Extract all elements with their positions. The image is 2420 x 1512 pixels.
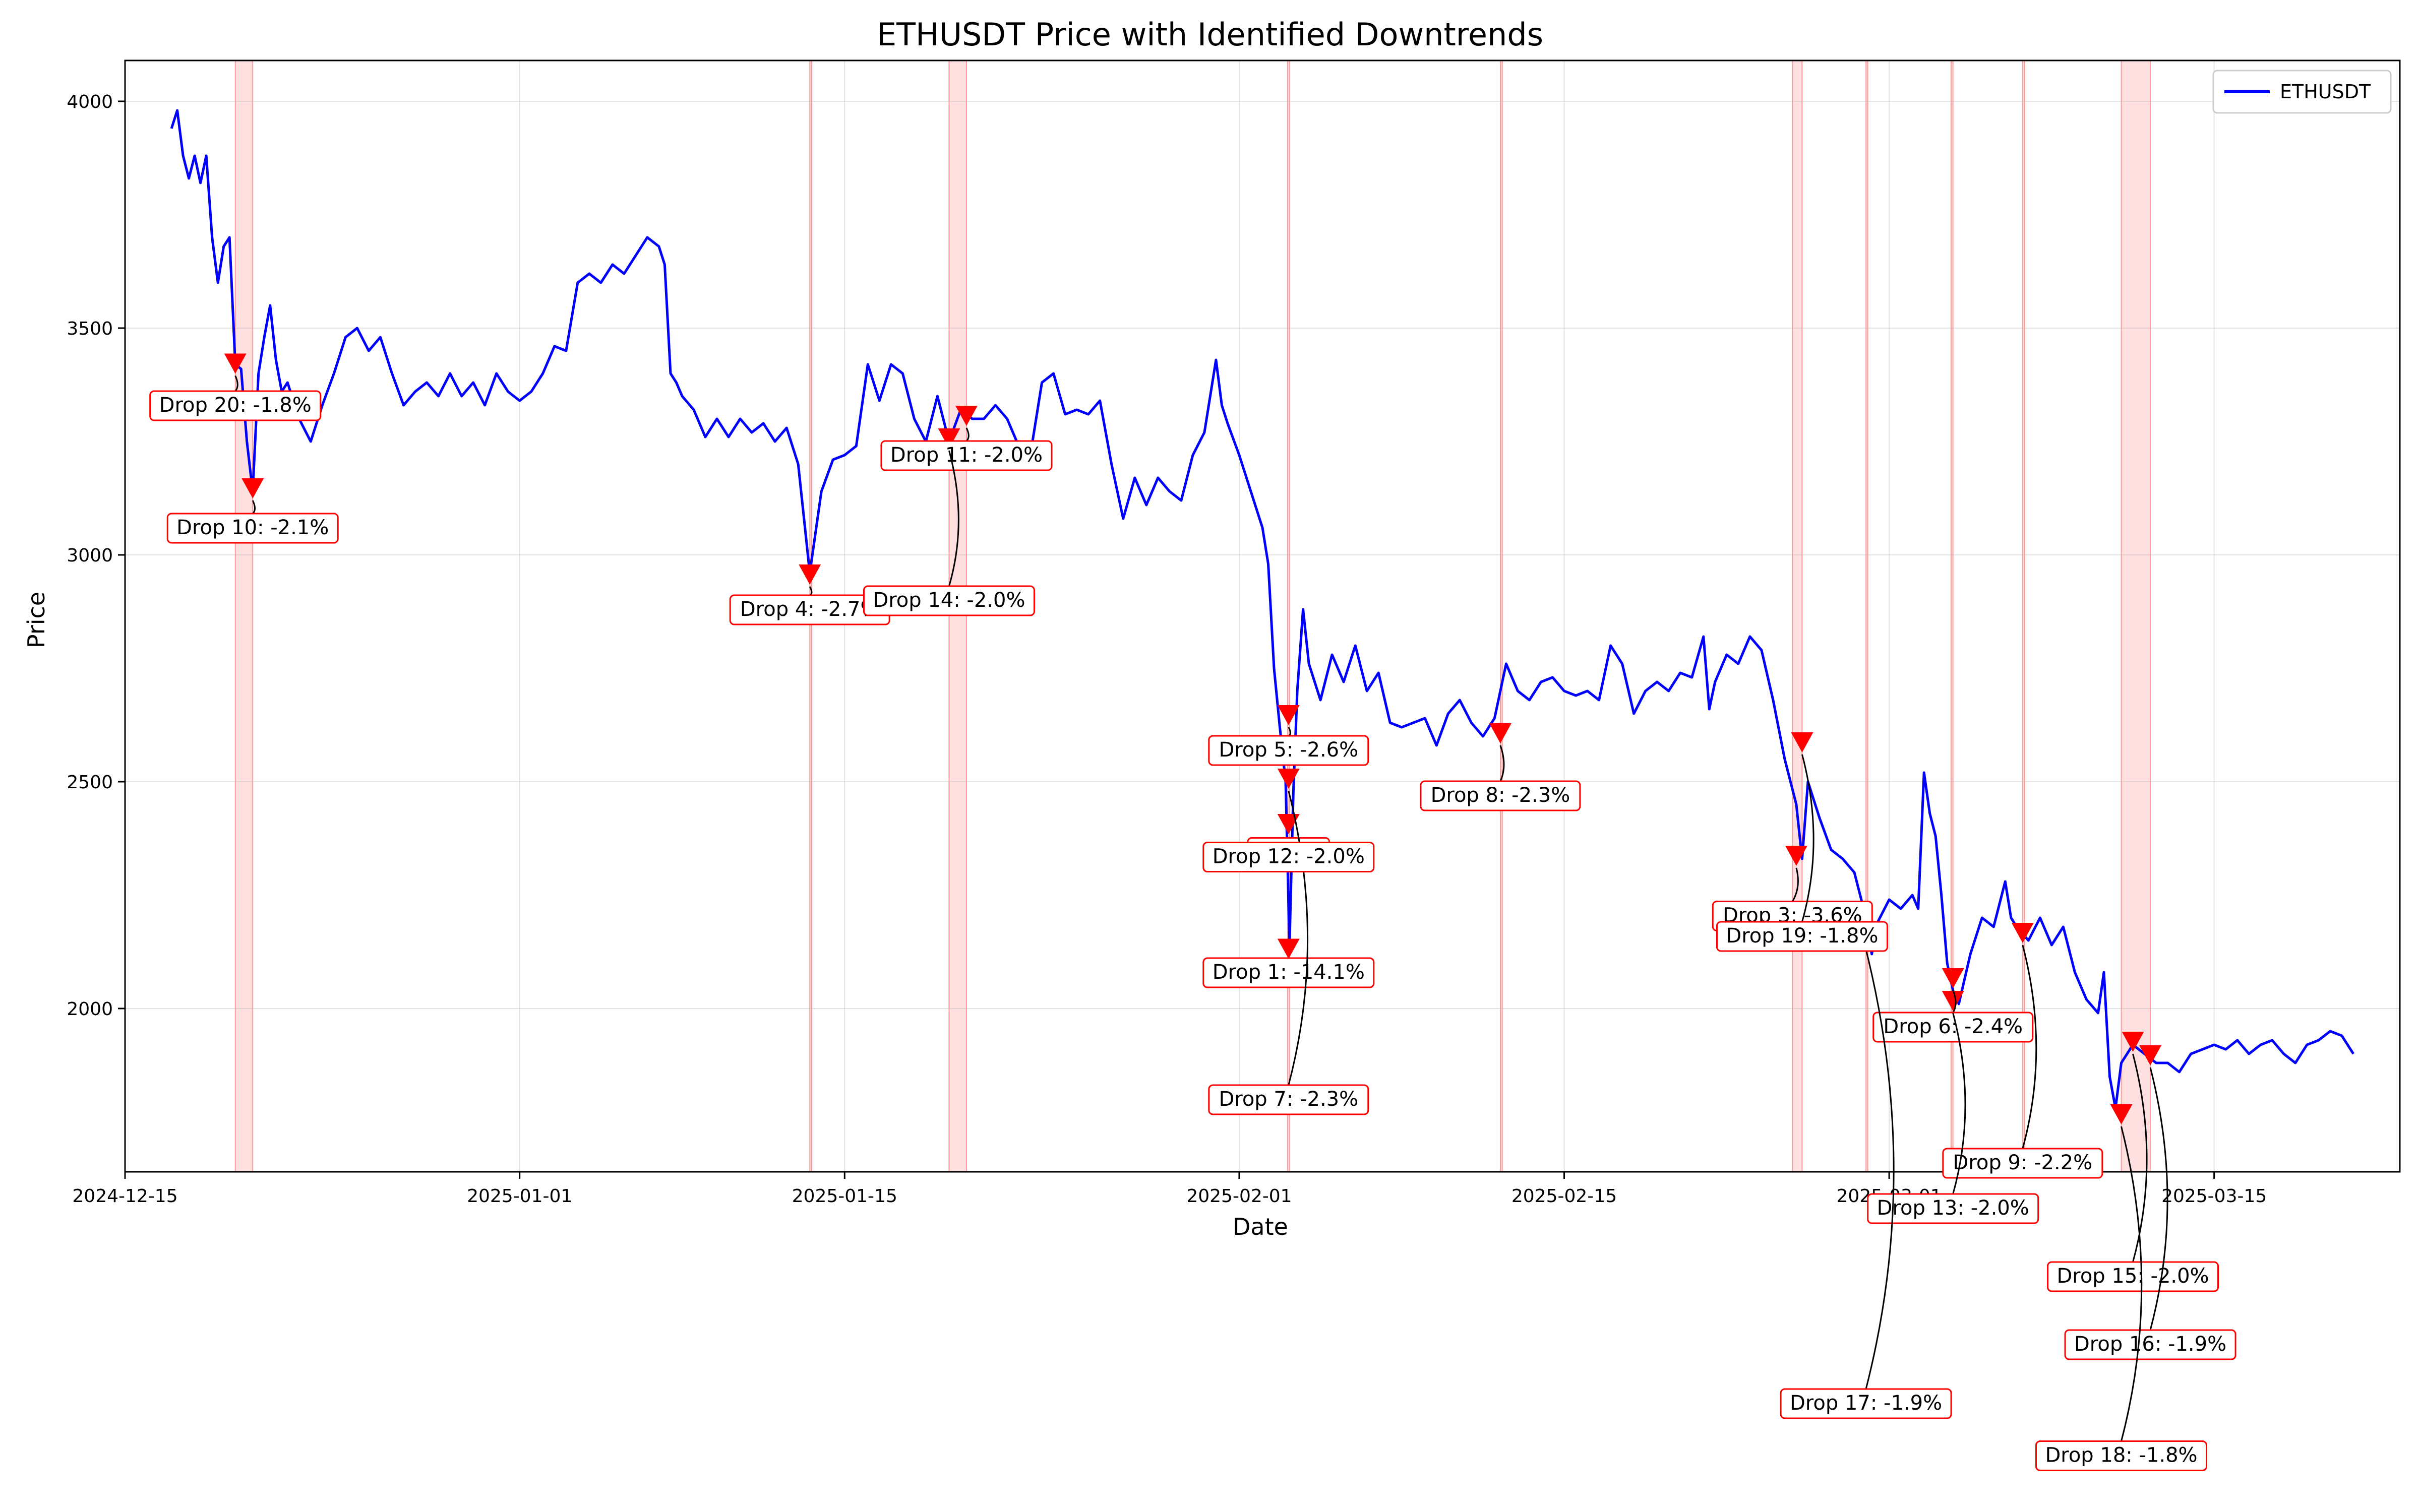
annotation-arrow	[1499, 745, 1505, 782]
annotation-label: Drop 11: -2.0%	[890, 444, 1043, 467]
y-tick-label: 3500	[67, 319, 113, 339]
y-tick-label: 2500	[67, 772, 113, 793]
drop-marker	[1277, 938, 1300, 959]
annotation-label: Drop 7: -2.3%	[1219, 1088, 1358, 1111]
annotation-label: Drop 1: -14.1%	[1213, 961, 1365, 984]
x-tick-label: 2024-12-15	[72, 1186, 177, 1207]
annotation-label: Drop 19: -1.8%	[1726, 924, 1878, 948]
annotation-box	[2047, 1261, 2219, 1292]
annotation-label: Drop 5: -2.6%	[1219, 738, 1358, 762]
annotation-box	[1780, 1388, 1952, 1419]
annotation-arrow	[2022, 944, 2037, 1149]
downtrend-band	[2022, 60, 2025, 1172]
chart-title: ETHUSDT Price with Identified Downtrends	[877, 16, 1543, 53]
drop-marker	[241, 478, 264, 498]
annotation-arrow	[2149, 1067, 2168, 1331]
annotation-label: Drop 15: -2.0%	[2056, 1265, 2209, 1288]
drop-marker	[1791, 732, 1813, 752]
annotation-box	[1867, 1193, 2039, 1224]
annotation-label: Drop 20: -1.8%	[159, 394, 312, 417]
x-tick-label: 2025-02-15	[1511, 1186, 1617, 1207]
plot-area	[124, 59, 2401, 1173]
annotation-box	[1872, 1012, 2034, 1043]
annotation-arrow	[1801, 754, 1814, 922]
y-tick-label: 3000	[67, 545, 113, 566]
annotation-label: Drop 4: -2.7%	[740, 598, 880, 621]
annotation-label: Drop 16: -1.9%	[2074, 1333, 2226, 1356]
annotation-box	[880, 440, 1053, 471]
drop-marker	[1277, 769, 1300, 789]
drop-marker	[224, 353, 247, 374]
downtrend-band	[1866, 60, 1868, 1172]
drop-marker	[938, 428, 960, 449]
y-axis-ticks: 2000 2500 3000 3500 4000	[67, 92, 125, 1020]
annotation-label: Drop 13: -2.0%	[1877, 1196, 2029, 1220]
drop-marker	[1942, 991, 1964, 1011]
annotation-box	[1420, 780, 1581, 811]
annotation-box	[2035, 1440, 2208, 1471]
annotation-box	[2064, 1329, 2236, 1360]
annotation-label: Drop 18: -1.8%	[2045, 1444, 2197, 1467]
downtrend-band	[1500, 60, 1502, 1172]
y-tick-label: 2000	[67, 999, 113, 1020]
drop-marker	[2139, 1045, 2162, 1065]
x-tick-label: 2025-01-01	[467, 1186, 572, 1207]
annotation-label: Drop 8: -2.3%	[1431, 784, 1570, 807]
y-axis-label: Price	[23, 592, 50, 648]
downtrend-band	[1287, 60, 1290, 1172]
drop-marker	[1489, 723, 1511, 743]
drop-annotations: Drop 1: -14.1%Drop 2Drop 3: -3.6%Drop 4:…	[149, 375, 2236, 1471]
drop-marker	[1277, 814, 1300, 834]
annotation-arrow	[1952, 1013, 1966, 1194]
drop-marker	[2011, 923, 2034, 943]
annotation-box	[1716, 921, 1888, 952]
y-tick-label: 4000	[67, 92, 113, 112]
annotation-arrow	[234, 375, 238, 392]
legend-box	[2212, 70, 2392, 114]
annotation-label: Drop 17: -1.9%	[1790, 1392, 1942, 1415]
drop-marker	[1277, 705, 1300, 725]
plot-frame	[124, 59, 2401, 1173]
drop-marker	[955, 406, 978, 426]
annotation-arrow	[1952, 990, 1957, 1013]
annotation-arrow	[2121, 1126, 2143, 1441]
x-axis-label: Date	[1233, 1213, 1288, 1240]
x-tick-label: 2025-03-15	[2161, 1186, 2267, 1207]
downtrend-band	[235, 60, 253, 1172]
annotation-label: Drop 14: -2.0%	[873, 589, 1025, 612]
annotation-box	[1208, 1084, 1369, 1115]
annotation-arrow	[1791, 867, 1799, 902]
drop-marker	[1785, 846, 1807, 866]
annotation-box	[1208, 735, 1369, 766]
annotation-arrow	[948, 450, 959, 587]
drop-marker	[1942, 968, 1964, 988]
series-line-ethusdt	[170, 109, 2355, 1110]
downtrend-band	[2121, 60, 2151, 1172]
annotation-box	[166, 513, 339, 544]
x-tick-label: 2025-01-15	[792, 1186, 897, 1207]
drop-marker	[799, 564, 821, 585]
grid-lines	[125, 60, 2400, 1172]
annotation-arrow	[1288, 790, 1309, 1086]
downtrend-band	[1792, 60, 1802, 1172]
annotation-label: Drop 9: -2.2%	[1953, 1151, 2093, 1174]
annotation-label: Drop 12: -2.0%	[1213, 845, 1365, 868]
annotation-label: Drop 6: -2.4%	[1883, 1015, 2023, 1038]
annotation-arrow	[1865, 949, 1895, 1390]
price-series	[170, 109, 2355, 1110]
annotation-box	[863, 585, 1035, 616]
drop-marker	[2110, 1104, 2133, 1124]
drop-marker	[2122, 1032, 2144, 1052]
annotation-box	[1202, 957, 1375, 988]
x-tick-label: 2025-02-01	[1186, 1186, 1292, 1207]
annotation-box	[1202, 842, 1375, 872]
legend-label-ethusdt: ETHUSDT	[2280, 81, 2371, 103]
legend: ETHUSDT	[2212, 70, 2392, 114]
downtrend-band	[1951, 60, 1953, 1172]
annotation-box	[1942, 1148, 2103, 1179]
annotation-box	[149, 390, 322, 421]
annotation-label: Drop 10: -2.1%	[176, 516, 329, 539]
